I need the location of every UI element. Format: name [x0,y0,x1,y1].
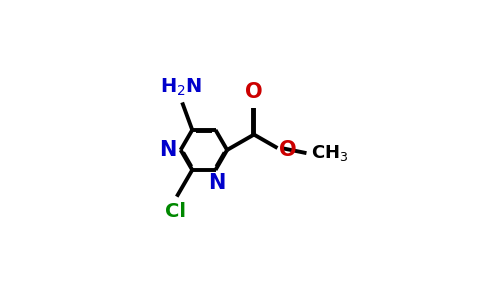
Text: N: N [159,140,177,160]
Text: Cl: Cl [165,202,186,221]
Text: H$_2$N: H$_2$N [160,76,202,98]
Text: O: O [245,82,263,102]
Text: O: O [279,140,297,160]
Text: CH$_3$: CH$_3$ [311,143,348,163]
Text: N: N [209,173,226,193]
